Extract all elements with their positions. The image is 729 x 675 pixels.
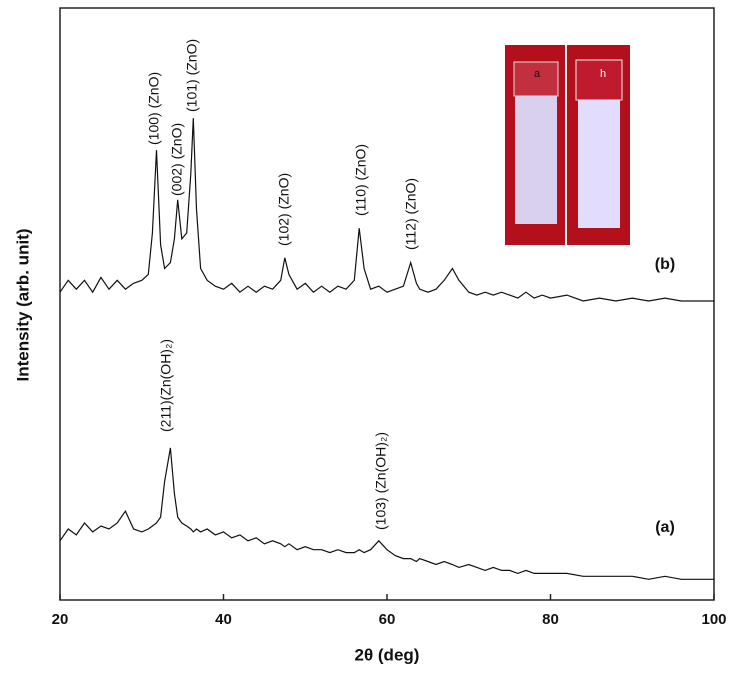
peak-annotation: (211)(Zn(OH)₂)	[158, 339, 174, 432]
vial-b	[578, 100, 620, 228]
x-tick-label: 100	[701, 611, 726, 628]
inset-photo: a h	[505, 45, 630, 245]
data-line	[59, 118, 714, 302]
x-tick-label: 60	[379, 611, 396, 628]
vial-top	[575, 59, 623, 101]
peak-annotation: (103) (Zn(OH)₂)	[373, 432, 389, 530]
x-tick-label: 40	[215, 611, 232, 628]
vial-a	[515, 96, 557, 224]
peak-annotation: (002) (ZnO)	[169, 123, 185, 196]
x-axis-label: 2θ (deg)	[355, 645, 420, 664]
x-tick-label: 80	[542, 611, 559, 628]
peak-annotation: (110) (ZnO)	[353, 144, 369, 216]
x-tick-label: 20	[52, 611, 69, 628]
peak-annotation: (102) (ZnO)	[276, 173, 292, 246]
inset-label: a	[534, 68, 541, 80]
peak-annotation: (112) (ZnO)	[403, 178, 419, 250]
peak-annotation: (101) (ZnO)	[184, 39, 200, 112]
vial-top	[513, 61, 559, 97]
inset-label: h	[600, 68, 606, 80]
y-axis-label: Intensity (arb. unit)	[13, 229, 32, 382]
series-label: (b)	[655, 256, 675, 273]
series-label: (a)	[655, 519, 675, 536]
peak-annotation: (100) (ZnO)	[146, 72, 162, 145]
data-line	[59, 447, 714, 580]
